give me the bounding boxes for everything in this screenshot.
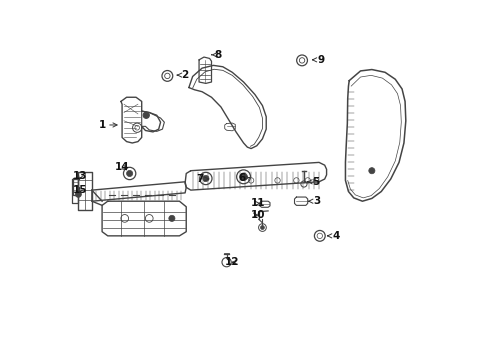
- Text: 1: 1: [98, 120, 117, 130]
- Text: 14: 14: [115, 162, 130, 172]
- Text: 9: 9: [313, 55, 325, 65]
- Text: 3: 3: [309, 196, 321, 206]
- Circle shape: [203, 175, 209, 181]
- Text: 10: 10: [251, 210, 266, 220]
- Text: 11: 11: [251, 198, 266, 208]
- Text: 12: 12: [225, 257, 240, 267]
- Circle shape: [261, 226, 265, 229]
- Circle shape: [143, 112, 149, 118]
- Text: 6: 6: [238, 173, 249, 183]
- Circle shape: [126, 170, 133, 176]
- Text: 4: 4: [328, 231, 340, 241]
- Text: 7: 7: [196, 174, 209, 184]
- Circle shape: [240, 173, 247, 181]
- Text: 5: 5: [308, 177, 319, 187]
- Text: 8: 8: [212, 50, 221, 60]
- Text: 13: 13: [73, 171, 88, 181]
- Circle shape: [169, 215, 175, 221]
- Text: 15: 15: [73, 185, 88, 195]
- Circle shape: [75, 191, 81, 197]
- Text: 2: 2: [177, 70, 189, 80]
- Circle shape: [369, 168, 375, 174]
